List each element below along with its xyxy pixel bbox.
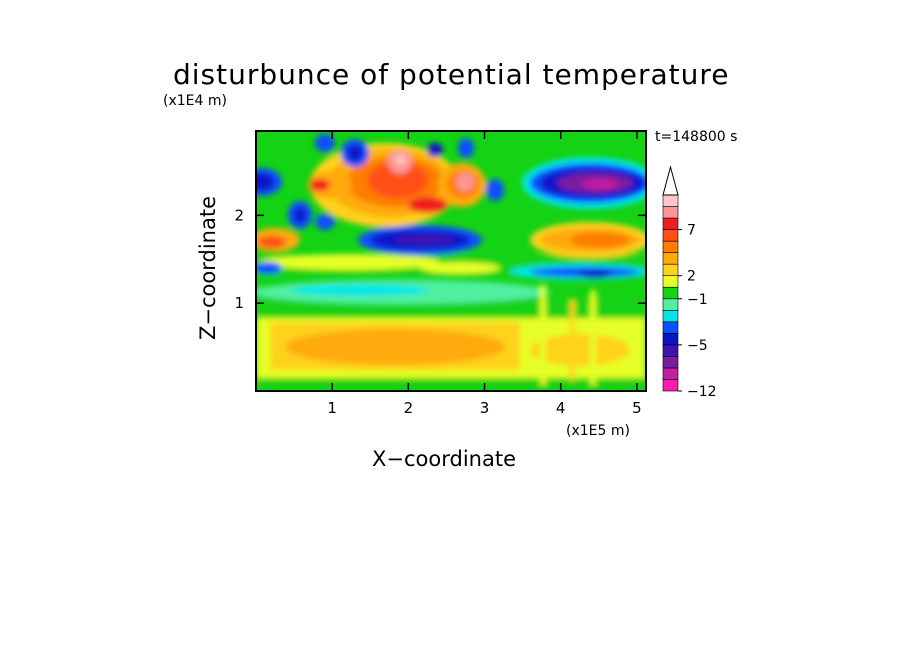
- colorbar-swatch: [662, 379, 679, 392]
- colorbar-label: −12: [687, 384, 717, 400]
- x-tick-label: 1: [327, 399, 337, 417]
- x-axis-label: X−coordinate: [372, 447, 516, 471]
- x-tick-label: 2: [404, 399, 414, 417]
- colorbar-swatch: [662, 356, 679, 369]
- chart-title: disturbunce of potential temperature: [173, 58, 730, 91]
- y-tick-label: 1: [234, 294, 244, 312]
- colorbar-swatch: [662, 229, 679, 242]
- colorbar-swatch: [662, 263, 679, 277]
- temperature-field: [256, 131, 646, 391]
- y-tick-label: 2: [234, 206, 244, 224]
- colorbar-swatch: [662, 286, 679, 300]
- colorbar-label: 2: [687, 269, 696, 285]
- colorbar-swatch: [662, 344, 679, 357]
- colorbar-swatch: [662, 333, 679, 346]
- colorbar-arrow: [662, 165, 679, 196]
- colorbar-label: −1: [687, 292, 708, 308]
- colorbar-swatch: [662, 217, 679, 230]
- plot-frame: [255, 130, 647, 392]
- colorbar-swatch: [662, 194, 679, 207]
- colorbar-swatch: [662, 321, 679, 334]
- x-tick-label: 5: [632, 399, 642, 417]
- axes: 1 2 3 4 5 1 2: [234, 131, 646, 417]
- colorbar-swatch: [662, 309, 679, 323]
- colorbar-swatch: [662, 206, 679, 219]
- colorbar-label: 7: [687, 223, 696, 239]
- colorbar-label: −5: [687, 338, 708, 354]
- x-tick-label: 3: [480, 399, 490, 417]
- x-unit-label: (x1E5 m): [566, 423, 630, 439]
- y-unit-label: (x1E4 m): [163, 93, 227, 109]
- colorbar-swatch: [662, 275, 679, 288]
- colorbar-swatch: [662, 240, 679, 253]
- colorbar: 7 2 −1 −5 −12: [662, 165, 717, 400]
- time-label: t=148800 s: [655, 129, 738, 145]
- colorbar-swatch: [662, 252, 679, 265]
- y-axis-label: Z−coordinate: [196, 196, 220, 340]
- x-tick-label: 4: [556, 399, 566, 417]
- colorbar-swatch: [662, 367, 679, 380]
- colorbar-swatch: [662, 298, 679, 311]
